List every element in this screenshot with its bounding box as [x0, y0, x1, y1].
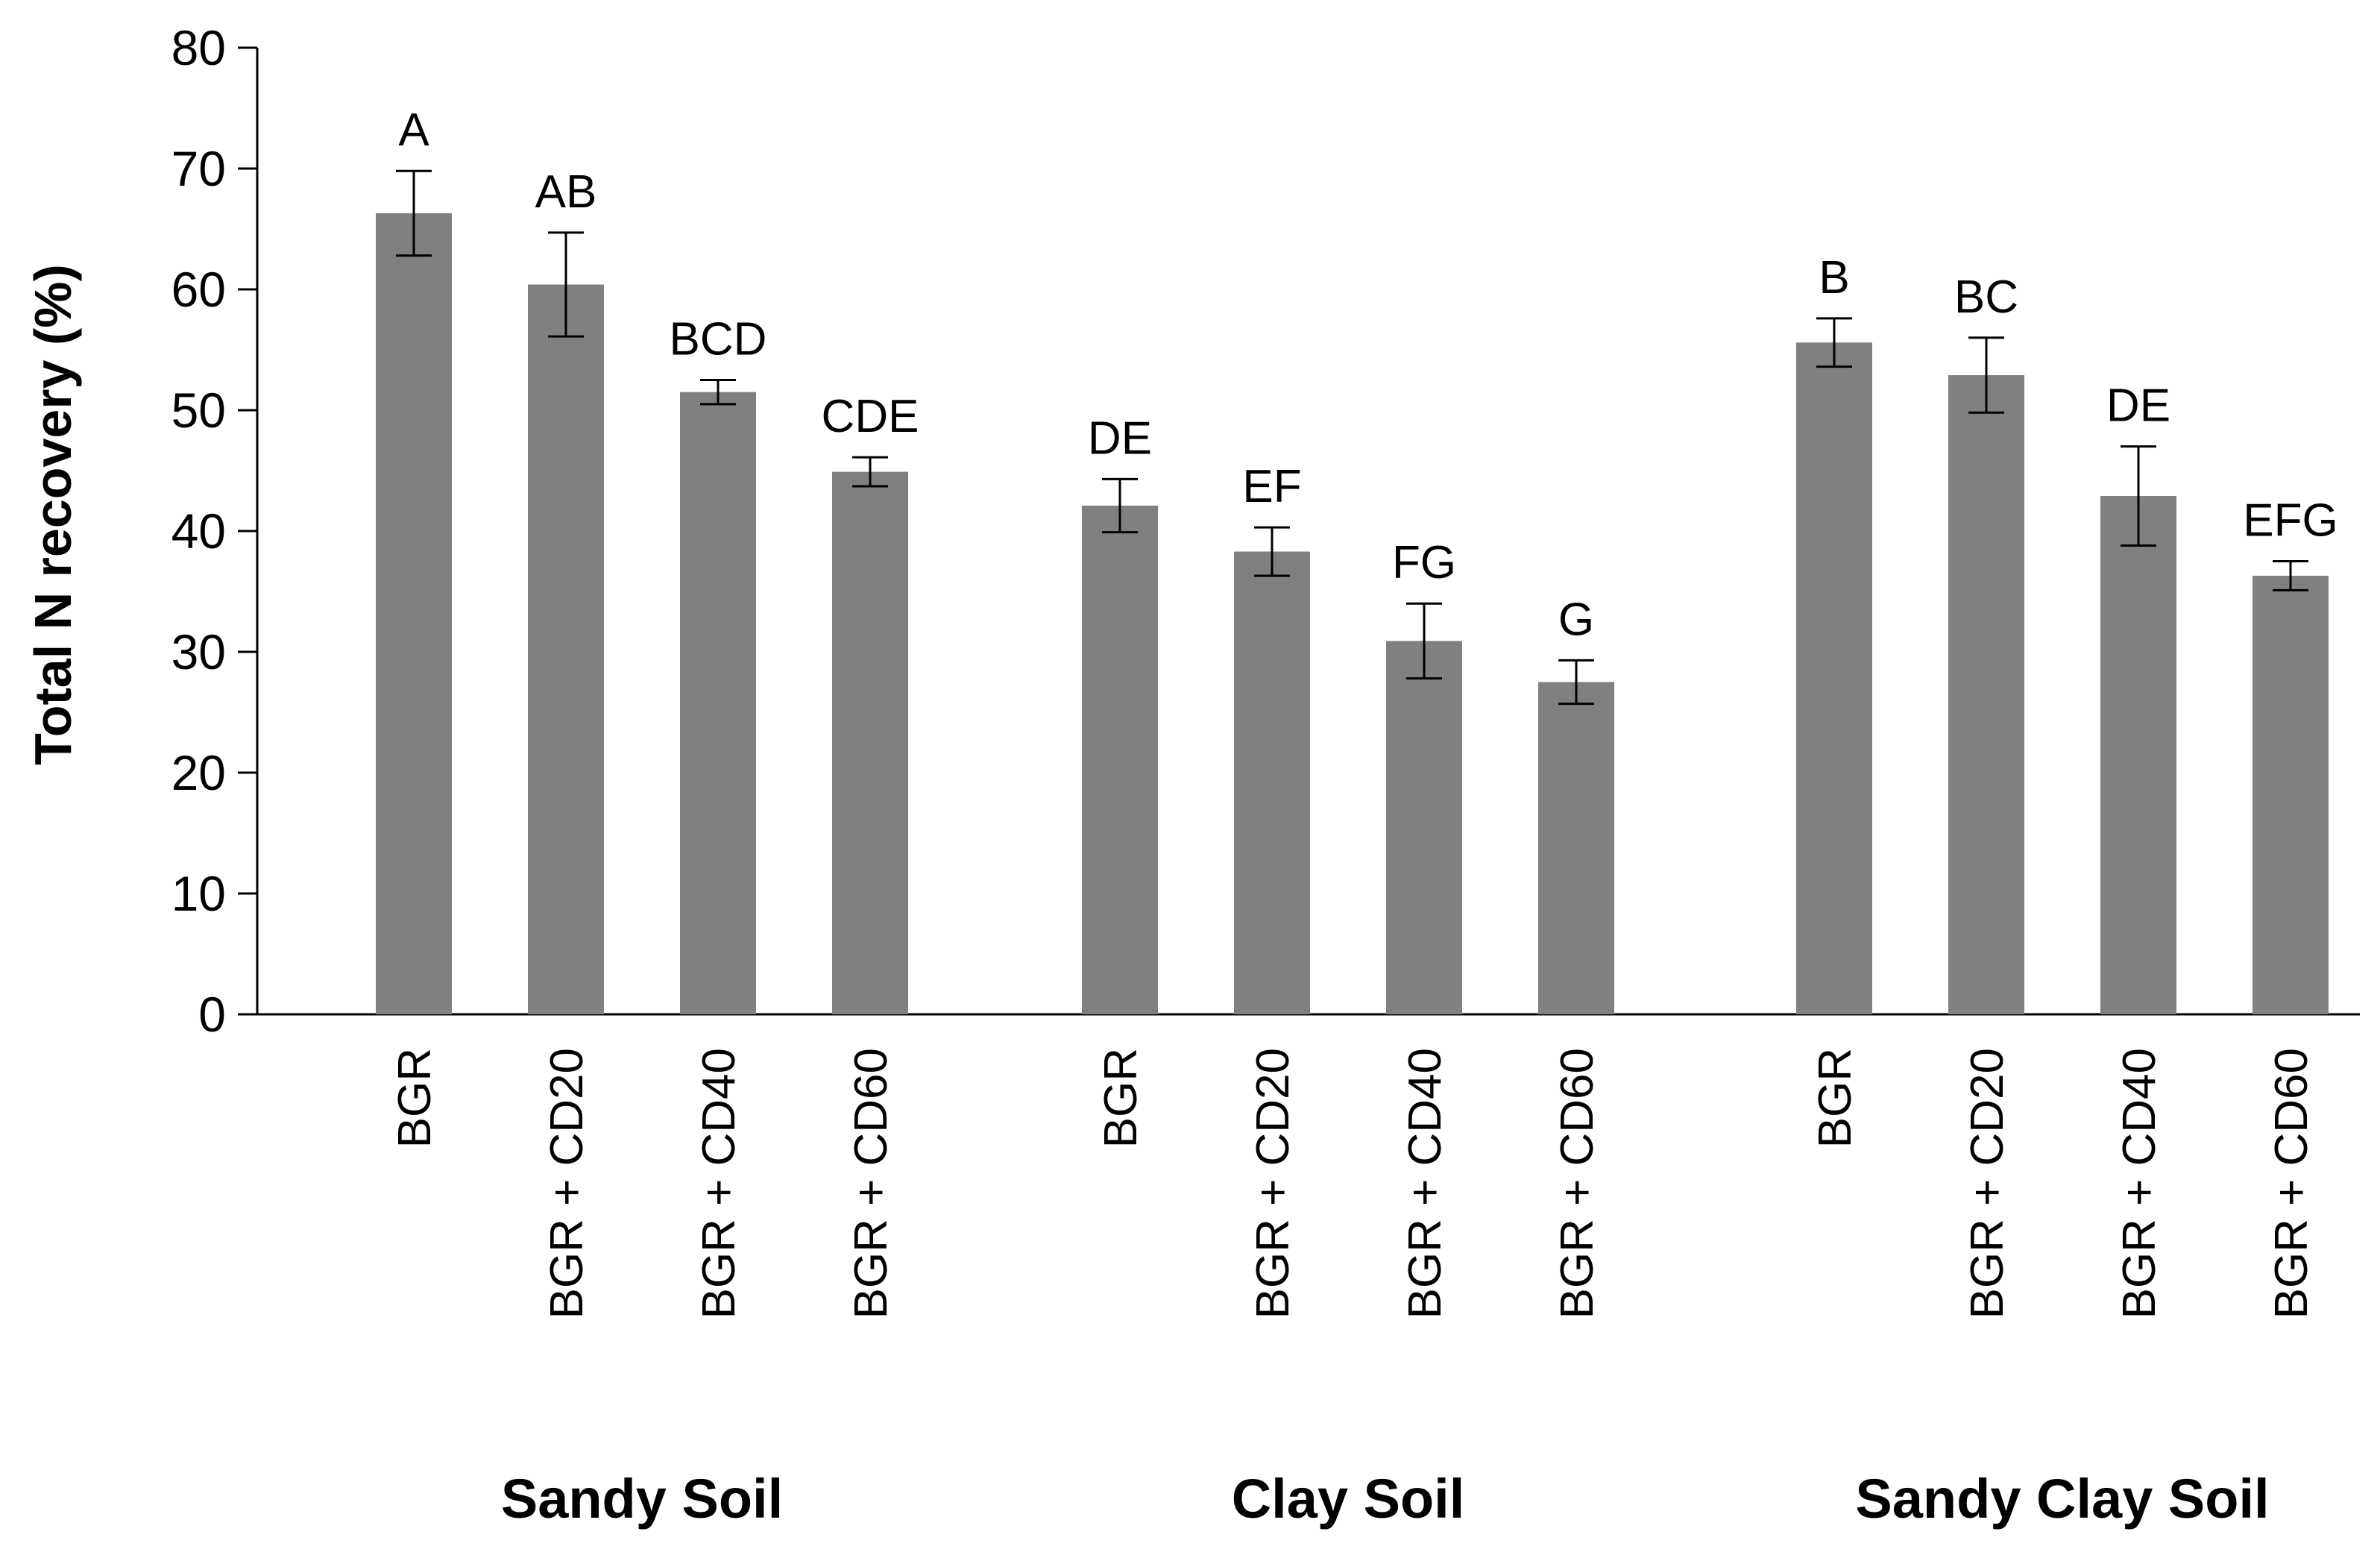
category-label: BGR [1810, 1048, 1861, 1148]
y-tick-label: 10 [171, 866, 226, 921]
bar [680, 392, 756, 1014]
significance-label: BCD [670, 314, 767, 365]
bar [1948, 375, 2024, 1014]
group-label: Clay Soil [1232, 1468, 1465, 1530]
labels-layer: A BGR AB BGR + CD20 BCD BGR + CD40 CDE BGR + CD… [389, 104, 2338, 1530]
y-tick-label: 0 [198, 987, 226, 1042]
group-label: Sandy Soil [501, 1468, 783, 1530]
y-tick-label: 20 [171, 745, 226, 800]
bar [1386, 641, 1462, 1014]
bar [2100, 496, 2176, 1014]
category-label: BGR + CD60 [1552, 1048, 1603, 1319]
bar [1082, 505, 1158, 1014]
y-axis-title: Total N recovery (%) [24, 264, 82, 765]
axes-layer: 0 10 20 30 40 50 60 70 80 [171, 20, 2360, 1042]
significance-label: EF [1242, 461, 1301, 512]
bar [1538, 682, 1614, 1014]
significance-label: CDE [822, 391, 919, 442]
significance-label: DE [1088, 412, 1152, 464]
category-label: BGR + CD40 [693, 1048, 745, 1319]
bar [528, 284, 604, 1014]
significance-label: BC [1954, 271, 2018, 323]
y-tick-label: 60 [171, 262, 226, 317]
y-tick-label: 80 [171, 20, 226, 75]
significance-label: DE [2106, 380, 2170, 432]
category-label: BGR + CD60 [846, 1048, 897, 1319]
y-tick-label: 30 [171, 624, 226, 679]
bars-layer [376, 169, 2329, 1015]
significance-label: AB [535, 166, 597, 218]
bar [376, 213, 452, 1015]
y-tick-label: 40 [171, 503, 226, 559]
y-tick-label: 70 [171, 141, 226, 196]
bar [1796, 342, 1872, 1014]
category-label: BGR + CD40 [2114, 1048, 2165, 1319]
significance-label: A [398, 104, 429, 156]
y-tick-label: 50 [171, 383, 226, 438]
category-label: BGR + CD60 [2266, 1048, 2317, 1319]
category-label: BGR [1095, 1048, 1147, 1148]
category-label: BGR + CD20 [1962, 1048, 2013, 1319]
category-label: BGR + CD20 [1247, 1048, 1299, 1319]
significance-label: G [1558, 594, 1594, 645]
significance-label: EFG [2243, 495, 2338, 547]
significance-label: B [1819, 252, 1849, 304]
category-label: BGR + CD20 [541, 1048, 593, 1319]
significance-label: FG [1392, 537, 1456, 588]
category-label: BGR [389, 1048, 441, 1148]
bar [2252, 575, 2329, 1014]
group-label: Sandy Clay Soil [1855, 1468, 2269, 1530]
bar [832, 471, 908, 1014]
bar [1234, 551, 1310, 1014]
category-label: BGR + CD40 [1400, 1048, 1451, 1319]
